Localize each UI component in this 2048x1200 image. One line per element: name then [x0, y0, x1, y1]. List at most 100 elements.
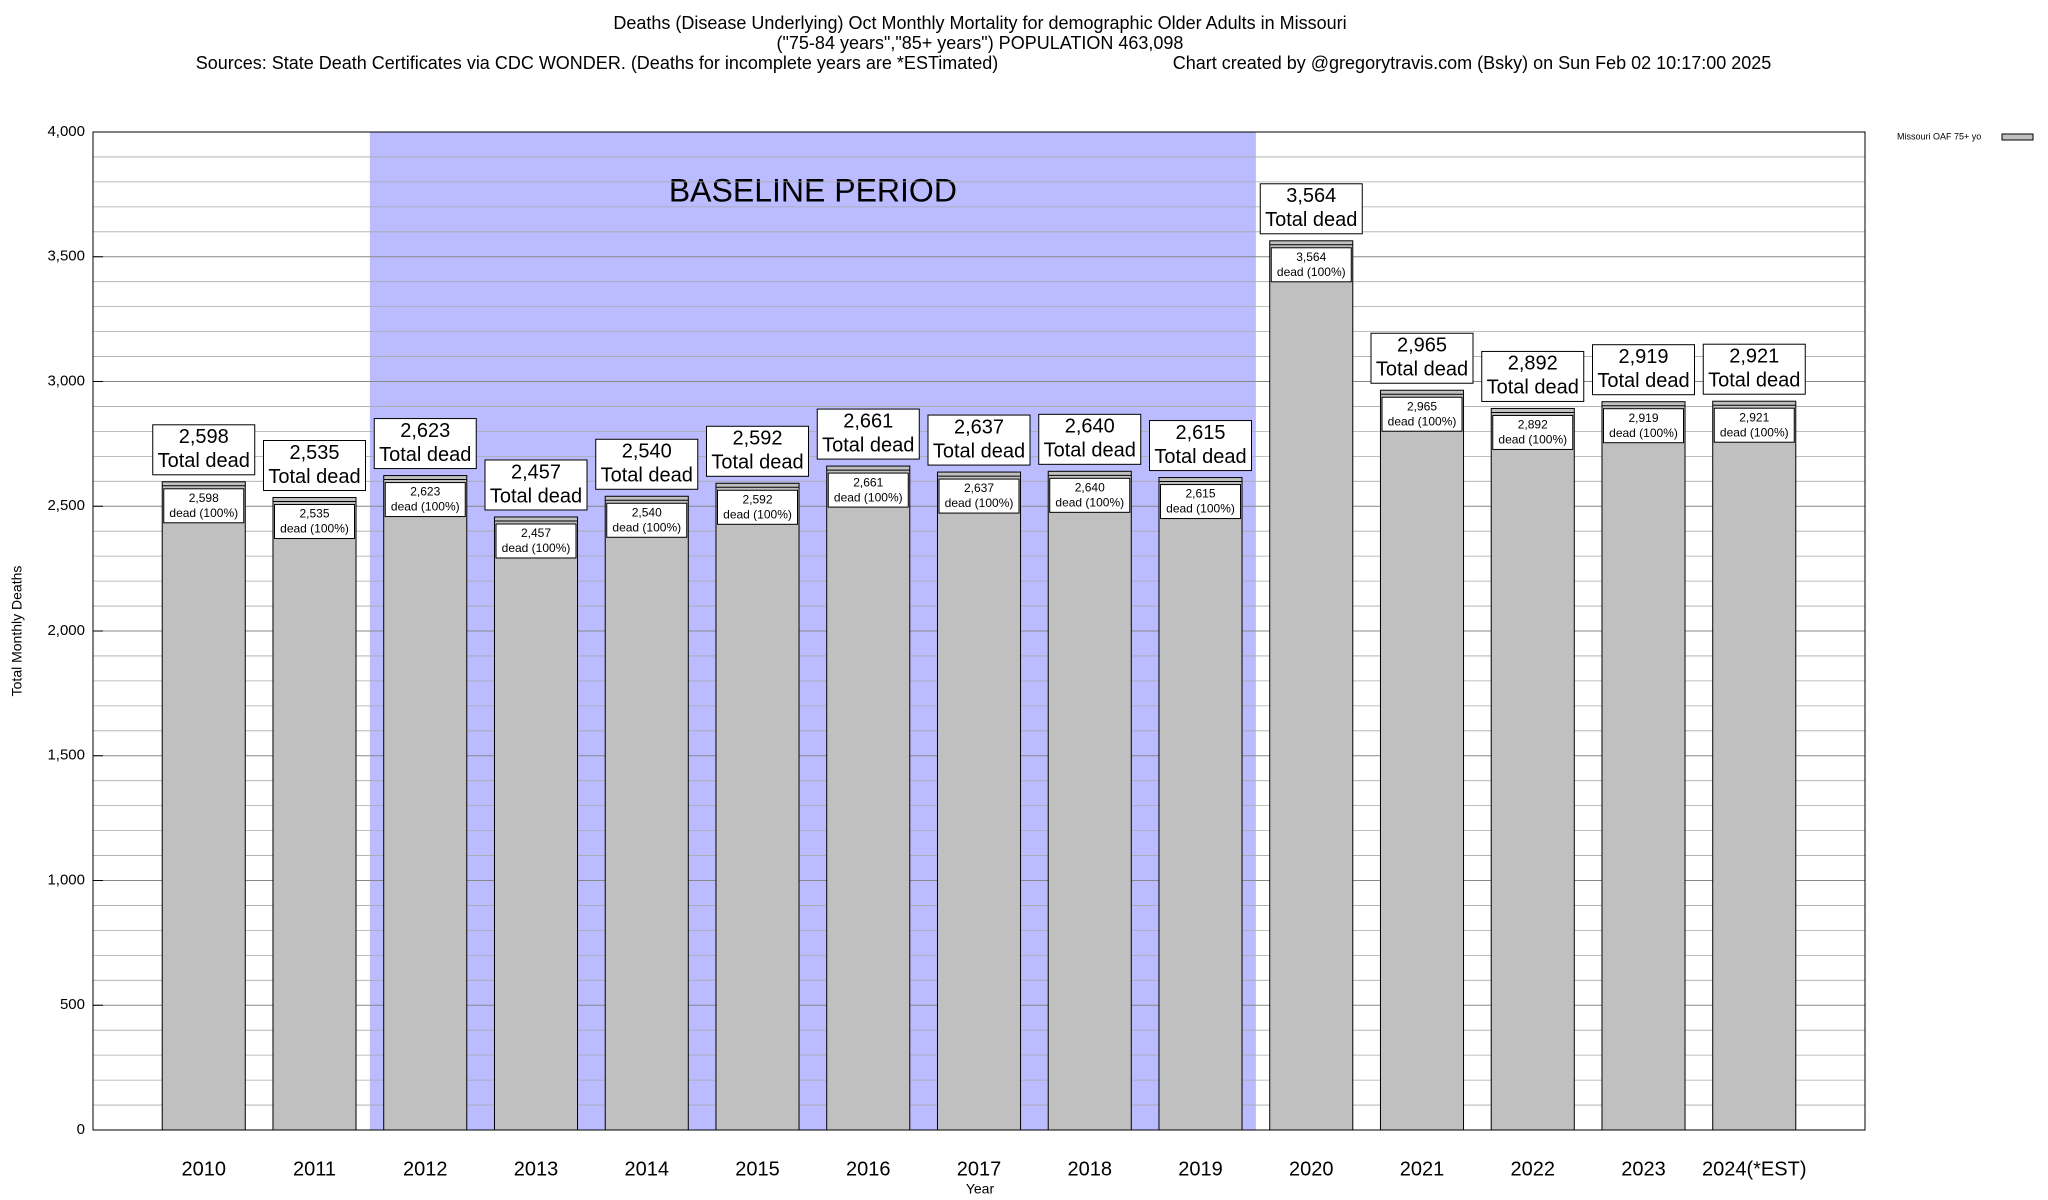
outer-label-box — [373, 418, 477, 470]
outer-label-text: Total dead — [933, 440, 1025, 462]
inner-label-box — [495, 523, 577, 559]
value-label: 2,615 — [1175, 422, 1225, 444]
inner-label-text: dead (100%) — [1055, 495, 1124, 509]
x-tick-label: 2024(*EST) — [1702, 1158, 1807, 1180]
x-tick-label: 2011 — [293, 1158, 336, 1180]
outer-label-box — [1481, 350, 1585, 402]
outer-label-text: Total dead — [1487, 377, 1579, 399]
x-tick-label: 2022 — [1511, 1158, 1556, 1180]
inner-label-box — [1049, 477, 1131, 513]
inner-label-box — [1381, 396, 1463, 432]
chart-title: Deaths (Disease Underlying) Oct Monthly … — [613, 13, 1346, 33]
credit: Chart created by @gregorytravis.com (Bsk… — [1173, 53, 1772, 73]
inner-label-box — [163, 488, 245, 524]
x-tick-label: 2012 — [403, 1158, 448, 1180]
legend-swatch — [2001, 133, 2034, 141]
inner-label-text: dead (100%) — [1609, 426, 1678, 440]
outer-label-text: Total dead — [158, 450, 250, 472]
outer-label-box — [1038, 413, 1142, 465]
outer-label-box — [152, 424, 256, 476]
y-tick-label: 500 — [60, 996, 85, 1013]
inner-label-box — [274, 504, 355, 540]
value-label: 2,637 — [954, 416, 1004, 438]
bar — [383, 475, 468, 1131]
inner-value-label: 2,661 — [853, 475, 883, 489]
value-label: 2,921 — [1729, 345, 1779, 367]
outer-label-box — [1702, 343, 1806, 395]
value-label: 2,598 — [179, 426, 229, 448]
inner-label-text: dead (100%) — [612, 520, 681, 534]
outer-label-text: Total dead — [1265, 209, 1357, 231]
chart-subtitle: ("75-84 years","85+ years") POPULATION 4… — [777, 33, 1184, 53]
outer-label-text: Total dead — [1154, 446, 1246, 468]
inner-label-text: dead (100%) — [1498, 433, 1567, 447]
outer-label-text: Total dead — [601, 465, 693, 487]
inner-label-text: dead (100%) — [1720, 425, 1789, 439]
inner-value-label: 2,919 — [1628, 411, 1658, 425]
value-label: 2,892 — [1508, 353, 1558, 375]
bar — [1047, 470, 1132, 1131]
outer-label-box — [484, 459, 588, 511]
inner-label-box — [1713, 407, 1795, 443]
inner-label-box — [827, 472, 909, 508]
inner-label-text: dead (100%) — [280, 522, 349, 536]
x-tick-label: 2018 — [1068, 1158, 1113, 1180]
outer-label-box — [1370, 332, 1474, 384]
outer-label-box — [1149, 420, 1252, 472]
value-label: 2,623 — [400, 420, 450, 442]
bar — [936, 471, 1022, 1131]
inner-value-label: 2,615 — [1185, 487, 1215, 501]
inner-label-text: dead (100%) — [1166, 502, 1235, 516]
inner-label-text: dead (100%) — [391, 500, 460, 514]
x-tick-label: 2019 — [1178, 1158, 1223, 1180]
inner-value-label: 2,892 — [1518, 418, 1548, 432]
outer-label-box — [263, 440, 366, 492]
bar — [1379, 389, 1465, 1131]
value-label: 2,540 — [622, 441, 672, 463]
inner-value-label: 2,637 — [964, 481, 994, 495]
inner-value-label: 2,457 — [521, 526, 551, 540]
x-tick-label: 2021 — [1400, 1158, 1445, 1180]
inner-value-label: 2,592 — [742, 492, 772, 506]
inner-label-text: dead (100%) — [834, 490, 903, 504]
x-tick-label: 2017 — [957, 1158, 1002, 1180]
inner-label-box — [1603, 408, 1684, 444]
value-label: 2,661 — [843, 410, 893, 432]
inner-value-label: 2,598 — [189, 491, 219, 505]
inner-label-box — [384, 482, 466, 518]
x-tick-label: 2015 — [735, 1158, 780, 1180]
inner-label-box — [717, 489, 798, 525]
bar — [1269, 240, 1354, 1131]
outer-label-text: Total dead — [1376, 359, 1468, 381]
bar — [826, 465, 911, 1131]
outer-label-box — [706, 425, 809, 477]
inner-value-label: 2,640 — [1075, 480, 1105, 494]
inner-label-box — [1270, 247, 1352, 283]
bar — [161, 481, 246, 1131]
outer-label-text: Total dead — [490, 485, 582, 507]
inner-value-label: 2,540 — [632, 505, 662, 519]
value-label: 2,919 — [1618, 346, 1668, 368]
outer-label-text: Total dead — [1708, 369, 1800, 391]
x-tick-label: 2014 — [625, 1158, 670, 1180]
bar — [1712, 400, 1797, 1131]
y-tick-label: 4,000 — [47, 123, 85, 140]
region-label: BASELINE PERIOD — [669, 172, 957, 208]
outer-label-text: Total dead — [379, 444, 471, 466]
bar — [1490, 407, 1575, 1131]
inner-label-box — [606, 502, 688, 538]
bar — [715, 482, 800, 1131]
value-label: 2,592 — [732, 428, 782, 450]
outer-label-text: Total dead — [822, 434, 914, 456]
x-axis-label: Year — [966, 1181, 995, 1197]
inner-label-text: dead (100%) — [169, 506, 238, 520]
value-label: 2,965 — [1397, 335, 1447, 357]
bar — [1158, 477, 1243, 1131]
outer-label-box — [595, 438, 699, 490]
inner-label-text: dead (100%) — [502, 541, 571, 555]
y-tick-label: 3,000 — [47, 372, 85, 389]
outer-label-box — [927, 414, 1031, 466]
inner-value-label: 2,921 — [1739, 410, 1769, 424]
x-tick-label: 2023 — [1621, 1158, 1666, 1180]
